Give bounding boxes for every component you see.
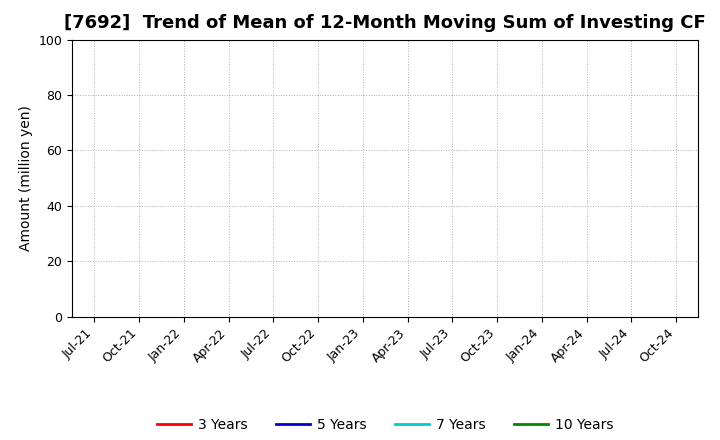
- Title: [7692]  Trend of Mean of 12-Month Moving Sum of Investing CF: [7692] Trend of Mean of 12-Month Moving …: [64, 15, 706, 33]
- Y-axis label: Amount (million yen): Amount (million yen): [19, 105, 33, 251]
- Legend: 3 Years, 5 Years, 7 Years, 10 Years: 3 Years, 5 Years, 7 Years, 10 Years: [151, 412, 619, 437]
